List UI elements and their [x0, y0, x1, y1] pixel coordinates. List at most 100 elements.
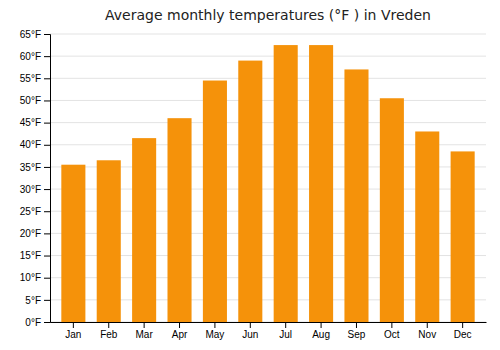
grid-line: [50, 78, 486, 79]
tick-label: 20°F: [20, 228, 41, 239]
tick: 30°F: [20, 184, 50, 195]
tick: 50°F: [20, 95, 50, 106]
bar: [97, 160, 121, 322]
tick: Jul: [279, 322, 292, 340]
tick: 5°F: [25, 295, 50, 306]
tick: Oct: [384, 322, 400, 340]
tick-mark: [44, 278, 50, 279]
tick: Nov: [418, 322, 436, 340]
tick-mark: [214, 322, 215, 328]
tick-mark: [356, 322, 357, 328]
grid-line: [50, 34, 486, 35]
tick-label: 15°F: [20, 250, 41, 261]
tick: Jan: [65, 322, 81, 340]
bar: [203, 81, 227, 322]
bar: [415, 131, 439, 322]
tick-label: 0°F: [25, 317, 41, 328]
tick-mark: [44, 233, 50, 234]
tick-mark: [44, 167, 50, 168]
tick: Mar: [136, 322, 154, 340]
y-axis: 0°F 5°F 10°F 15°F 20°F 25°F 30°F 35°F 40°F 45°F 50…: [20, 29, 51, 328]
tick-label: Aug: [312, 329, 330, 340]
tick-label: 40°F: [20, 139, 41, 150]
tick-label: 10°F: [20, 272, 41, 283]
bar: [380, 98, 404, 322]
tick-mark: [44, 34, 50, 35]
plot: 0°F 5°F 10°F 15°F 20°F 25°F 30°F 35°F 40°F 45°F 50…: [20, 29, 487, 340]
tick: 20°F: [20, 228, 50, 239]
tick-label: 25°F: [20, 206, 41, 217]
tick-label: Mar: [136, 329, 154, 340]
tick-label: 30°F: [20, 184, 41, 195]
tick-mark: [144, 322, 145, 328]
tick: Dec: [454, 322, 472, 340]
tick-label: Jul: [279, 329, 292, 340]
tick-mark: [44, 123, 50, 124]
grid-line: [50, 100, 486, 101]
tick: Sep: [348, 322, 366, 340]
tick-label: Feb: [100, 329, 118, 340]
bar: [344, 69, 368, 322]
tick-mark: [44, 189, 50, 190]
tick-mark: [44, 145, 50, 146]
bar: [451, 151, 475, 322]
tick: 60°F: [20, 51, 50, 62]
chart: 0°F 5°F 10°F 15°F 20°F 25°F 30°F 35°F 40°F 45°F 50…: [0, 0, 500, 350]
tick: 25°F: [20, 206, 50, 217]
grid: [50, 34, 486, 322]
tick: Apr: [172, 322, 188, 340]
tick: 35°F: [20, 162, 50, 173]
tick-mark: [285, 322, 286, 328]
tick-mark: [73, 322, 74, 328]
tick: 65°F: [20, 29, 50, 40]
tick-label: Nov: [418, 329, 436, 340]
tick-label: 35°F: [20, 162, 41, 173]
tick: 45°F: [20, 117, 50, 128]
bar: [238, 61, 262, 322]
tick-label: 55°F: [20, 73, 41, 84]
tick-mark: [44, 300, 50, 301]
tick-label: May: [205, 329, 224, 340]
tick-label: Oct: [384, 329, 400, 340]
bar: [132, 138, 156, 322]
tick: Jun: [242, 322, 258, 340]
axis-line: [44, 35, 51, 323]
tick: Aug: [312, 322, 330, 340]
tick-mark: [108, 322, 109, 328]
tick-mark: [44, 100, 50, 101]
tick: 40°F: [20, 139, 50, 150]
tick-mark: [427, 322, 428, 328]
grid-line: [50, 122, 486, 123]
tick-mark: [44, 322, 50, 323]
tick-label: 60°F: [20, 51, 41, 62]
bar: [61, 165, 85, 322]
tick-mark: [179, 322, 180, 328]
tick: 15°F: [20, 250, 50, 261]
tick-label: 5°F: [25, 295, 41, 306]
tick-label: Dec: [454, 329, 472, 340]
tick-label: Sep: [348, 329, 366, 340]
grid-line: [50, 56, 486, 57]
tick-mark: [44, 78, 50, 79]
tick-mark: [44, 211, 50, 212]
tick-mark: [44, 256, 50, 257]
bar: [309, 45, 333, 322]
tick-label: Jun: [242, 329, 258, 340]
tick-mark: [321, 322, 322, 328]
tick-label: Apr: [172, 329, 188, 340]
tick-mark: [250, 322, 251, 328]
tick-mark: [44, 56, 50, 57]
x-axis: Jan Feb Mar Apr May Jun Jul Aug Sep Oct Nov Dec: [51, 322, 487, 340]
tick-label: 50°F: [20, 95, 41, 106]
bars: [61, 45, 474, 322]
bar: [274, 45, 298, 322]
tick: May: [205, 322, 224, 340]
tick-label: 45°F: [20, 117, 41, 128]
tick: 55°F: [20, 73, 50, 84]
tick-label: Jan: [65, 329, 81, 340]
tick-label: 65°F: [20, 29, 41, 40]
bar: [167, 118, 191, 322]
axis-line: [51, 322, 487, 323]
tick-mark: [462, 322, 463, 328]
title: Average monthly temperatures (°F ) in Vr…: [105, 7, 431, 23]
